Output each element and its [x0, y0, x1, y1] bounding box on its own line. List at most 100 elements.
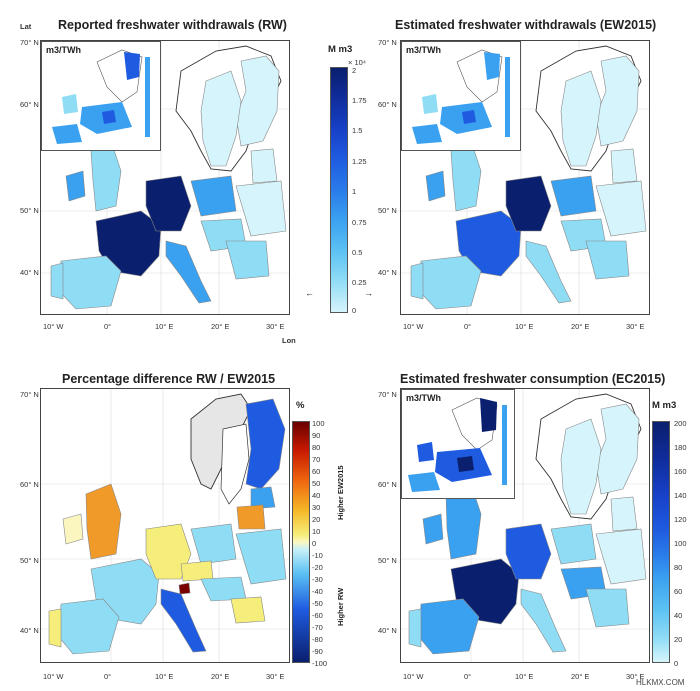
lat-tick: 40° N	[378, 268, 397, 277]
lon-tick: 20° E	[211, 672, 230, 681]
top-colorbar-tick: 0.25	[352, 278, 367, 287]
rw-inset-map: m3/TWh	[41, 41, 161, 151]
lat-tick: 60° N	[20, 480, 39, 489]
ec-inset-map: m3/TWh	[401, 389, 515, 499]
top-colorbar-tick: 1.75	[352, 96, 367, 105]
ec-colorbar-tick: 160	[674, 467, 687, 476]
lon-tick: 10° W	[43, 672, 64, 681]
ec-colorbar-unit: M m3	[652, 400, 677, 411]
lon-tick: 10° E	[515, 322, 534, 331]
pd-colorbar-tick: -70	[312, 623, 323, 632]
arrow-left-icon: ←	[305, 288, 314, 298]
pd-colorbar-tick: -50	[312, 599, 323, 608]
pd-colorbar-tick: 40	[312, 491, 321, 500]
pd-title: Percentage difference RW / EW2015	[62, 372, 276, 386]
rw-title: Reported freshwater withdrawals (RW)	[58, 18, 287, 32]
pd-colorbar-tick: -30	[312, 575, 323, 584]
ec-inset-label: m3/TWh	[406, 393, 441, 403]
lon-tick: 10° W	[43, 322, 64, 331]
ec-colorbar-tick: 60	[674, 587, 683, 596]
pd-colorbar-tick: -100	[312, 659, 328, 668]
top-colorbar-tick: 1	[352, 187, 357, 196]
rw-map: m3/TWh	[40, 40, 290, 315]
lon-tick: 30° E	[266, 672, 285, 681]
lon-tick: 30° E	[626, 672, 645, 681]
top-colorbar-tick: 1.25	[352, 157, 367, 166]
arrow-right-icon: →	[364, 288, 373, 298]
lat-tick: 60° N	[378, 480, 397, 489]
pd-colorbar-tick: 50	[312, 479, 321, 488]
lat-tick: 70° N	[20, 390, 39, 399]
lon-tick: 10° E	[155, 322, 174, 331]
top-colorbar-tick: 1.5	[352, 126, 363, 135]
pd-colorbar-tick: -10	[312, 551, 323, 560]
ew-inset-map: m3/TWh	[401, 41, 521, 151]
ec-colorbar-tick: 100	[674, 539, 687, 548]
pd-map	[40, 388, 290, 663]
lon-tick: 0°	[464, 322, 472, 331]
pd-colorbar-tick: -40	[312, 587, 323, 596]
ec-colorbar	[652, 421, 670, 663]
pd-colorbar-tick: 20	[312, 515, 321, 524]
lat-tick: 70° N	[378, 38, 397, 47]
higher-rw-label: Higher RW	[336, 587, 345, 626]
lon-tick: 20° E	[571, 672, 590, 681]
pd-colorbar-tick: -60	[312, 611, 323, 620]
lat-axis-label: Lat	[20, 22, 32, 31]
ew-map: m3/TWh	[400, 40, 650, 315]
lat-tick: 50° N	[20, 206, 39, 215]
pd-colorbar-unit: %	[296, 400, 305, 411]
lat-tick: 70° N	[378, 390, 397, 399]
pd-colorbar-tick: 100	[312, 419, 325, 428]
top-colorbar-tick: 2	[352, 66, 357, 75]
rw-inset-label: m3/TWh	[46, 45, 81, 55]
ec-colorbar-tick: 80	[674, 563, 683, 572]
pd-colorbar-tick: -20	[312, 563, 323, 572]
lon-tick: 10° E	[515, 672, 534, 681]
ec-colorbar-tick: 40	[674, 611, 683, 620]
lat-tick: 40° N	[20, 626, 39, 635]
lat-tick: 50° N	[20, 556, 39, 565]
pd-colorbar	[292, 421, 310, 663]
pd-colorbar-tick: 60	[312, 467, 321, 476]
pd-colorbar-tick: 80	[312, 443, 321, 452]
lon-tick: 10° W	[403, 322, 424, 331]
lon-tick: 0°	[464, 672, 472, 681]
lat-tick: 40° N	[20, 268, 39, 277]
ec-colorbar-tick: 20	[674, 635, 683, 644]
lon-tick: 10° E	[155, 672, 174, 681]
top-colorbar-unit: M m3	[328, 44, 353, 55]
top-colorbar-tick: 0	[352, 306, 357, 315]
ec-colorbar-tick: 200	[674, 419, 687, 428]
lon-tick: 10° W	[403, 672, 424, 681]
pd-colorbar-tick: 30	[312, 503, 321, 512]
lon-tick: 30° E	[626, 322, 645, 331]
ec-colorbar-tick: 140	[674, 491, 687, 500]
top-colorbar	[330, 67, 348, 313]
ec-colorbar-tick: 120	[674, 515, 687, 524]
pd-colorbar-tick: 10	[312, 527, 321, 536]
pd-colorbar-tick: -80	[312, 635, 323, 644]
ew-inset-label: m3/TWh	[406, 45, 441, 55]
lat-tick: 60° N	[20, 100, 39, 109]
lon-tick: 0°	[104, 322, 112, 331]
ec-colorbar-tick: 180	[674, 443, 687, 452]
lon-tick: 20° E	[211, 322, 230, 331]
pd-colorbar-tick: 0	[312, 539, 317, 548]
pd-colorbar-tick: -90	[312, 647, 323, 656]
higher-ew2015-label: Higher EW2015	[336, 465, 345, 520]
lat-tick: 50° N	[378, 206, 397, 215]
lon-tick: 0°	[104, 672, 112, 681]
lat-tick: 40° N	[378, 626, 397, 635]
ec-title: Estimated freshwater consumption (EC2015…	[400, 372, 666, 386]
ec-colorbar-tick: 0	[674, 659, 679, 668]
lon-axis-label: Lon	[282, 336, 296, 345]
top-colorbar-tick: 0.75	[352, 218, 367, 227]
lat-tick: 60° N	[378, 100, 397, 109]
lon-tick: 30° E	[266, 322, 285, 331]
lat-tick: 50° N	[378, 556, 397, 565]
lon-tick: 20° E	[571, 322, 590, 331]
watermark: HLKMX.COM	[636, 678, 685, 687]
ec-map: m3/TWh	[400, 388, 650, 663]
pd-colorbar-tick: 70	[312, 455, 321, 464]
